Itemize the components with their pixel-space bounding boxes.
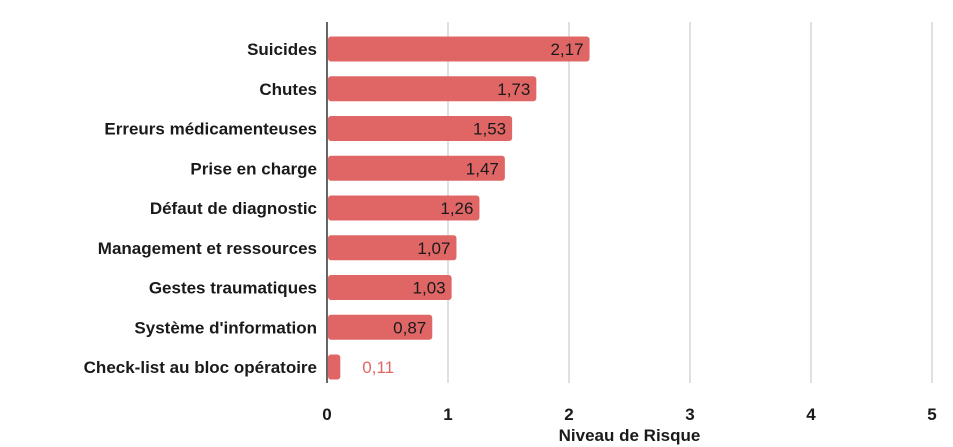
bar-value-label: 1,47	[466, 159, 499, 178]
bar	[328, 155, 505, 181]
category-labels: Suicides Chutes Erreurs médicamenteuses Pri…	[84, 40, 317, 377]
x-tick-label: 1	[443, 405, 452, 424]
category-label: Défaut de diagnostic	[150, 199, 317, 218]
bars	[328, 36, 590, 380]
bar	[328, 36, 590, 62]
x-tick-label: 2	[564, 405, 573, 424]
bar-value-label: 1,73	[497, 80, 530, 99]
bar	[328, 195, 480, 221]
category-label: Suicides	[247, 40, 317, 59]
bar-value-label: 0,87	[393, 318, 426, 337]
bar	[328, 235, 457, 261]
category-label: Management et ressources	[98, 239, 317, 258]
bar-value-label: 0,11	[362, 358, 394, 377]
category-label: Erreurs médicamenteuses	[104, 120, 317, 139]
x-tick-label: 5	[927, 405, 936, 424]
x-tick-labels: 0 1 2 3 4 5	[322, 405, 936, 424]
grid-lines	[447, 22, 933, 383]
x-axis-title: Niveau de Risque	[559, 426, 701, 445]
bar-value-label: 1,53	[473, 120, 506, 139]
bar-value-label: 1,03	[413, 279, 446, 298]
x-tick-label: 0	[322, 405, 331, 424]
category-label: Système d'information	[134, 318, 317, 337]
bar	[328, 76, 537, 102]
category-label: Check-list au bloc opératoire	[84, 358, 317, 377]
bar	[328, 116, 513, 141]
bar-value-label: 2,17	[550, 40, 583, 59]
bar-value-label: 1,07	[417, 239, 450, 258]
x-tick-label: 4	[806, 405, 816, 424]
bar	[328, 354, 341, 380]
bar-value-label: 1,26	[440, 199, 473, 218]
x-tick-label: 3	[685, 405, 694, 424]
category-label: Chutes	[259, 80, 317, 99]
bar	[328, 275, 452, 300]
bar	[328, 314, 433, 340]
category-label: Prise en charge	[190, 159, 317, 178]
value-labels: 2,17 1,73 1,53 1,47 1,26 1,07 1,03 0,87 0,11	[362, 40, 583, 377]
category-label: Gestes traumatiques	[149, 279, 317, 298]
